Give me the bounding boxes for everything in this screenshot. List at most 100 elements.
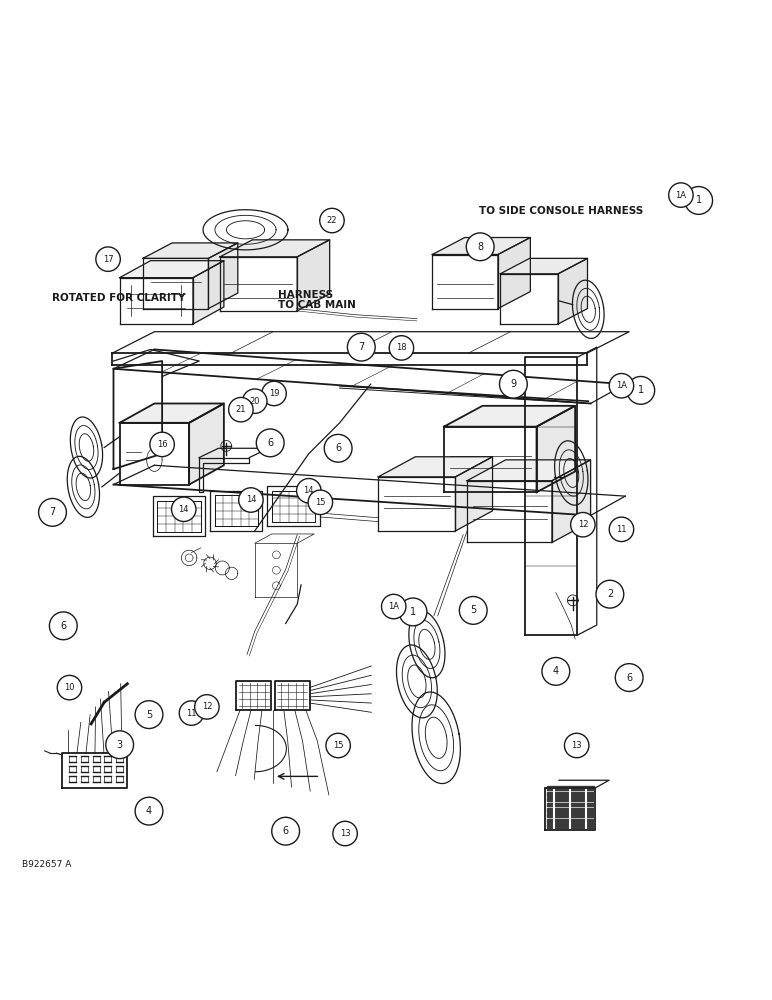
Circle shape [39, 498, 66, 526]
Text: 18: 18 [396, 343, 407, 352]
Text: 9: 9 [510, 379, 516, 389]
Circle shape [542, 657, 570, 685]
Circle shape [262, 381, 286, 406]
Text: B922657 A: B922657 A [22, 860, 71, 869]
Circle shape [106, 731, 134, 759]
Circle shape [564, 733, 589, 758]
Circle shape [320, 208, 344, 233]
Text: 13: 13 [340, 829, 350, 838]
Text: 13: 13 [571, 741, 582, 750]
Text: 1: 1 [638, 385, 644, 395]
Circle shape [609, 517, 634, 542]
Text: 15: 15 [315, 498, 326, 507]
Text: 2: 2 [607, 589, 613, 599]
Circle shape [135, 797, 163, 825]
Circle shape [347, 333, 375, 361]
Circle shape [399, 598, 427, 626]
Circle shape [96, 247, 120, 271]
Polygon shape [444, 406, 575, 427]
Text: 20: 20 [249, 397, 260, 406]
Circle shape [609, 374, 634, 398]
Polygon shape [537, 406, 575, 492]
Circle shape [571, 512, 595, 537]
Circle shape [466, 233, 494, 261]
Text: 1A: 1A [676, 191, 686, 200]
Circle shape [256, 429, 284, 457]
Text: TO SIDE CONSOLE HARNESS: TO SIDE CONSOLE HARNESS [479, 206, 643, 216]
Polygon shape [547, 813, 594, 817]
Polygon shape [189, 403, 224, 485]
Circle shape [389, 336, 414, 360]
Circle shape [669, 183, 693, 207]
Circle shape [324, 434, 352, 462]
Polygon shape [120, 403, 224, 423]
Circle shape [499, 370, 527, 398]
Polygon shape [467, 460, 591, 481]
Circle shape [239, 488, 263, 512]
Text: HARNESS: HARNESS [278, 290, 333, 300]
Text: 5: 5 [470, 605, 476, 615]
Text: 14: 14 [245, 495, 256, 504]
Text: 14: 14 [178, 505, 189, 514]
Polygon shape [547, 824, 594, 828]
Polygon shape [455, 457, 493, 531]
Text: 6: 6 [626, 673, 632, 683]
Text: 7: 7 [358, 342, 364, 352]
Circle shape [229, 397, 253, 422]
Polygon shape [547, 803, 594, 806]
Text: ROTATED FOR CLARITY: ROTATED FOR CLARITY [52, 293, 186, 303]
Polygon shape [193, 261, 224, 324]
Circle shape [195, 695, 219, 719]
Text: 11: 11 [186, 709, 197, 718]
Circle shape [326, 733, 350, 758]
Text: TO CAB MAIN: TO CAB MAIN [278, 300, 356, 310]
Polygon shape [208, 243, 238, 309]
Polygon shape [143, 243, 238, 258]
Circle shape [381, 594, 406, 619]
Circle shape [459, 596, 487, 624]
Text: 7: 7 [49, 507, 56, 517]
Text: 8: 8 [477, 242, 483, 252]
Circle shape [596, 580, 624, 608]
Circle shape [272, 817, 300, 845]
Polygon shape [220, 240, 330, 257]
Polygon shape [120, 261, 224, 278]
Text: 3: 3 [117, 740, 123, 750]
Polygon shape [498, 238, 530, 309]
Text: 19: 19 [269, 389, 279, 398]
Circle shape [135, 701, 163, 729]
Text: 5: 5 [146, 710, 152, 720]
Text: 6: 6 [335, 443, 341, 453]
Text: 22: 22 [327, 216, 337, 225]
Text: 14: 14 [303, 486, 314, 495]
Polygon shape [552, 460, 591, 542]
Text: 4: 4 [553, 666, 559, 676]
Circle shape [150, 432, 174, 457]
Text: 6: 6 [283, 826, 289, 836]
Circle shape [615, 664, 643, 691]
Circle shape [49, 612, 77, 640]
Text: 1A: 1A [388, 602, 399, 611]
Text: 15: 15 [333, 741, 344, 750]
Text: 11: 11 [616, 525, 627, 534]
Circle shape [242, 389, 267, 413]
Polygon shape [547, 792, 594, 796]
Polygon shape [500, 258, 587, 274]
Text: 1: 1 [410, 607, 416, 617]
Circle shape [685, 187, 713, 214]
Text: 6: 6 [267, 438, 273, 448]
Polygon shape [297, 240, 330, 311]
Text: 1: 1 [696, 195, 702, 205]
Polygon shape [547, 819, 594, 823]
Polygon shape [558, 258, 587, 324]
Text: 12: 12 [577, 520, 588, 529]
Text: 6: 6 [60, 621, 66, 631]
Circle shape [171, 497, 196, 521]
Circle shape [308, 490, 333, 515]
Polygon shape [547, 808, 594, 812]
Circle shape [57, 675, 82, 700]
Text: 10: 10 [64, 683, 75, 692]
Text: 16: 16 [157, 440, 168, 449]
Circle shape [179, 701, 204, 725]
Polygon shape [378, 457, 493, 477]
